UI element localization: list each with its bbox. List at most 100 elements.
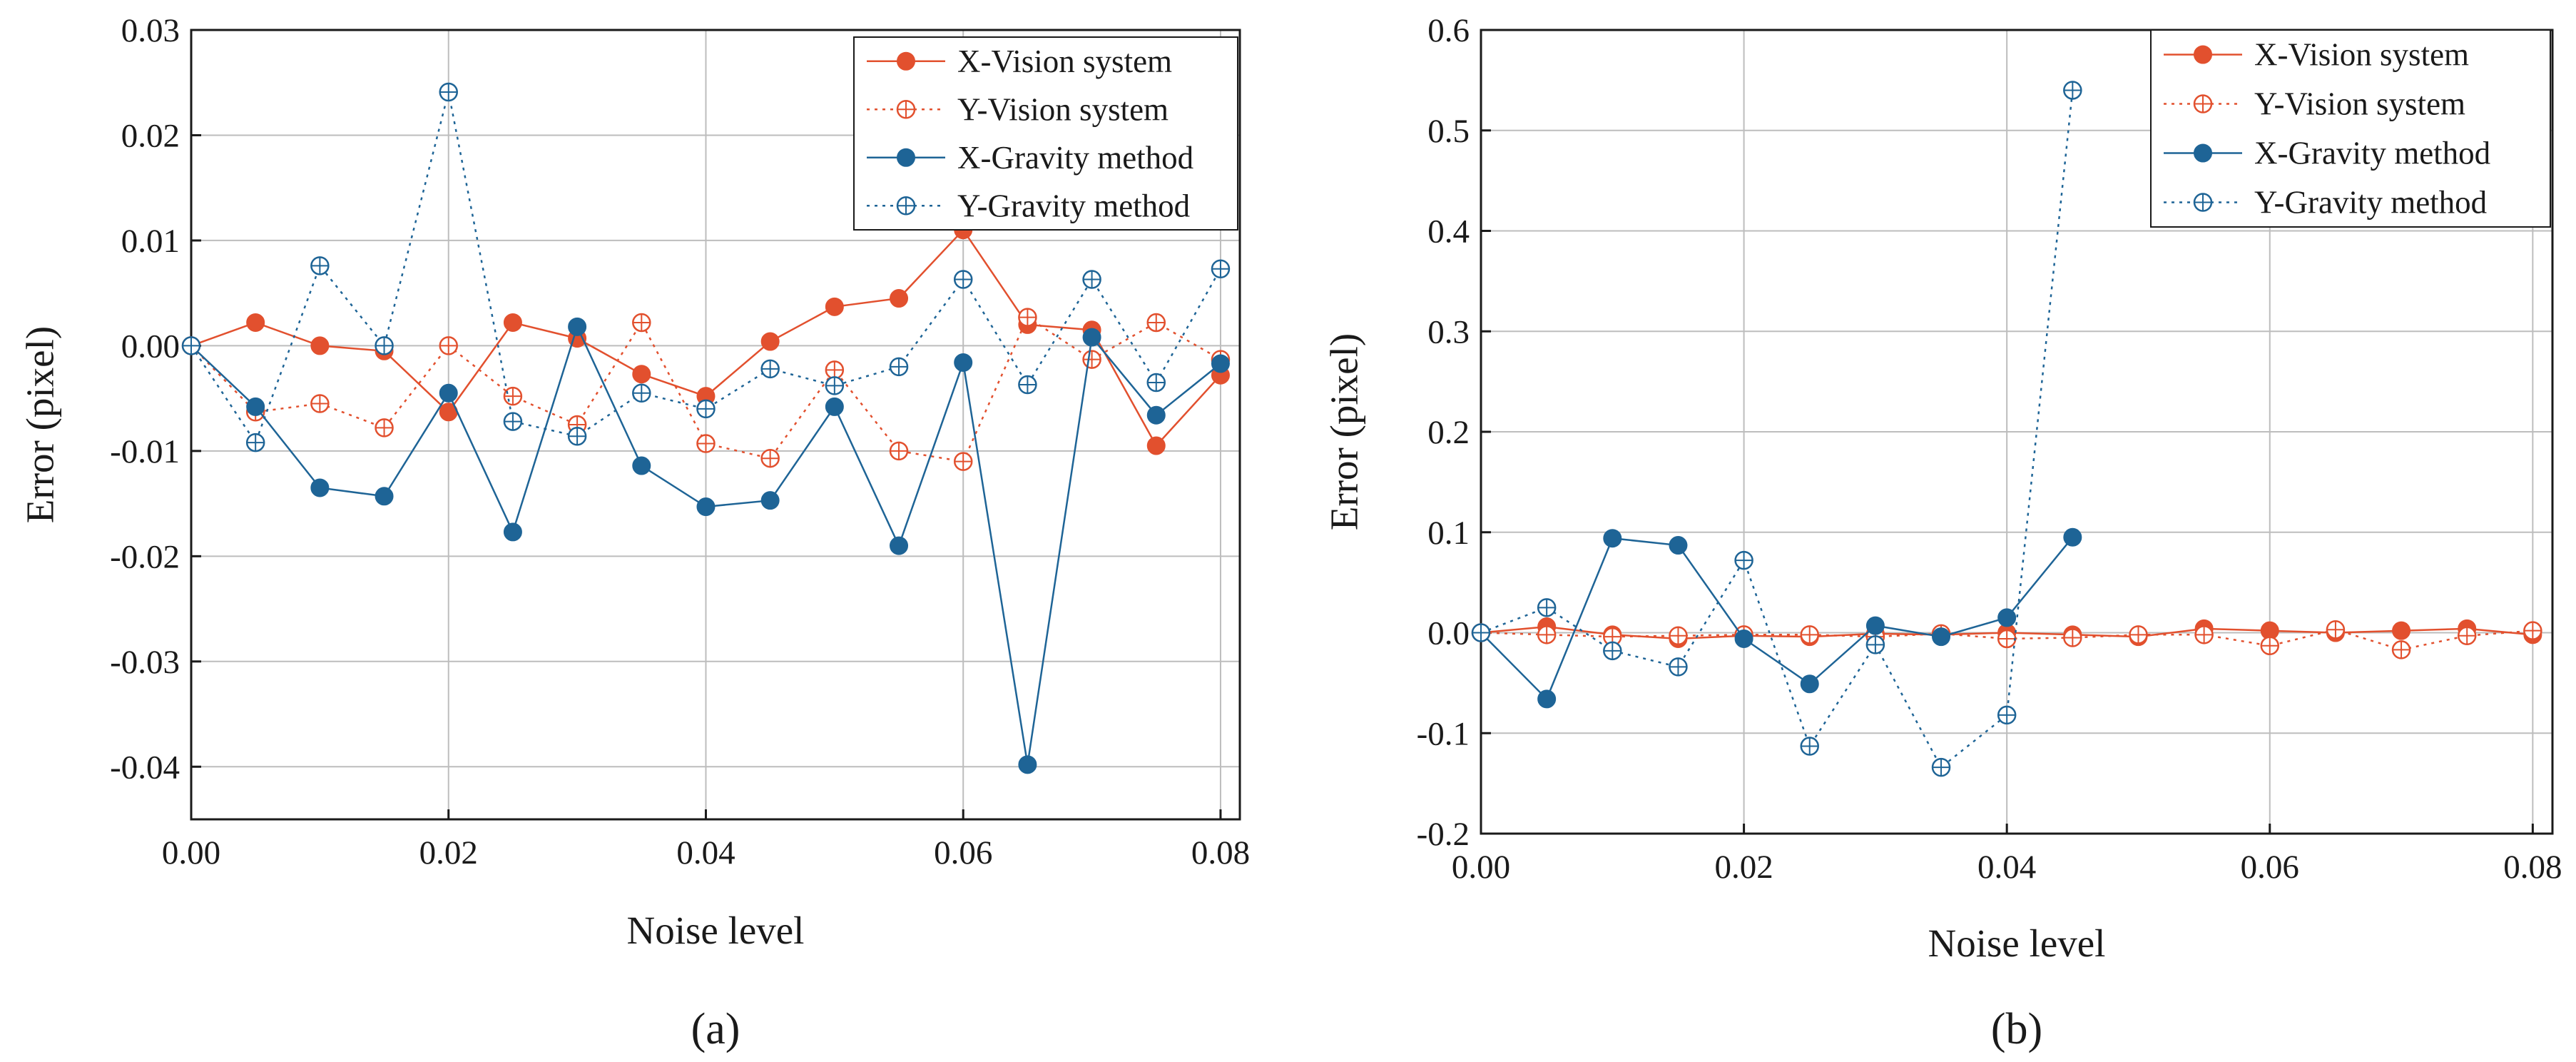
data-point-x-vision-system-a (503, 313, 522, 332)
data-point-y-gravity-method-b (1931, 757, 1951, 777)
data-point-y-gravity-method-a (245, 433, 265, 452)
data-point-x-gravity-method-a (1146, 405, 1166, 425)
y-tick-label-b: 0.1 (1427, 515, 1470, 552)
ticks-a: 0.00 0.02 0.04 0.06 0.08 -0.04 -0.03 -0.02 -0.01… (110, 12, 1250, 871)
series-line-y-gravity-method-a (190, 91, 1221, 445)
y-tick-label-a: -0.03 (110, 644, 180, 681)
y-axis-title-b: Error (pixel) (1323, 333, 1366, 530)
data-point-x-gravity-method-b (1997, 608, 2017, 627)
data-point-x-vision-system-a (632, 365, 651, 384)
data-point-y-vision-system-b (1800, 625, 1819, 644)
panel-label-b: (b) (1991, 1005, 2042, 1053)
x-axis-title-b: Noise level (1928, 921, 2106, 965)
y-tick-label-a: -0.04 (110, 749, 180, 786)
data-point-y-gravity-method-a (1082, 270, 1101, 289)
plot-area-frame-a (190, 29, 1241, 821)
data-point-y-gravity-method-a (889, 357, 909, 377)
data-point-y-gravity-method-a (181, 336, 201, 355)
data-point-x-gravity-method-b (1537, 689, 1557, 709)
data-point-y-gravity-method-a (1211, 259, 1231, 278)
data-point-y-vision-system-b (2063, 628, 2082, 647)
data-point-y-vision-system-b (1537, 625, 1557, 644)
x-tick-label-a: 0.06 (934, 834, 992, 871)
x-tick-label-a: 0.04 (676, 834, 735, 871)
data-point-y-vision-system-a (760, 448, 780, 468)
panel-label-a: (a) (691, 1005, 740, 1053)
data-point-y-vision-system-b (2260, 636, 2280, 656)
data-point-x-gravity-method-b (2063, 527, 2082, 547)
y-tick-label-b: 0.0 (1427, 615, 1470, 652)
y-tick-label-b: 0.4 (1427, 213, 1470, 251)
legend-label-b: Y-Vision system (2254, 86, 2465, 122)
data-point-y-gravity-method-b (1800, 737, 1819, 756)
x-tick-label-b: 0.02 (1714, 849, 1773, 886)
data-point-y-gravity-method-a (760, 359, 780, 379)
x-axis-title-a: Noise level (627, 909, 805, 952)
data-point-x-vision-system-b (2392, 621, 2411, 640)
data-point-y-gravity-method-a (439, 82, 458, 102)
data-point-x-vision-system-a (760, 332, 780, 351)
data-point-x-gravity-method-b (1932, 627, 1951, 647)
data-point-x-gravity-method-a (954, 353, 973, 372)
data-point-y-vision-system-b (2523, 621, 2542, 640)
data-point-y-vision-system-a (439, 336, 458, 355)
data-point-y-vision-system-a (375, 418, 394, 438)
series-line-y-gravity-method-b (1480, 90, 2074, 769)
legend-box-a (853, 36, 1238, 231)
data-point-x-gravity-method-a (439, 383, 458, 403)
series-line-x-gravity-method-b (1480, 537, 2074, 701)
y-tick-label-b: -0.2 (1417, 816, 1470, 853)
data-point-y-vision-system-b (1997, 629, 2017, 649)
y-tick-label-a: 0.00 (121, 328, 180, 365)
legend-label-b: X-Gravity method (2254, 136, 2490, 171)
data-point-y-gravity-method-a (953, 270, 973, 289)
data-point-y-vision-system-a (953, 452, 973, 471)
y-tick-label-a: 0.02 (121, 117, 180, 154)
data-point-x-gravity-method-b (1669, 536, 1688, 555)
series-b (1471, 81, 2542, 777)
data-point-y-vision-system-a (1146, 313, 1166, 333)
data-point-x-gravity-method-a (696, 497, 716, 517)
data-point-x-gravity-method-a (825, 397, 844, 416)
data-point-x-gravity-method-a (310, 478, 330, 497)
data-point-x-gravity-method-a (246, 397, 265, 416)
data-point-y-gravity-method-b (1669, 657, 1688, 677)
data-point-x-vision-system-a (1146, 436, 1166, 455)
data-point-y-vision-system-b (2391, 640, 2411, 659)
ticks-b: 0.00 0.02 0.04 0.06 0.08 -0.2 -0.1 0.0 0.1 0.2 0.3… (1417, 12, 2562, 886)
legend-label-a: Y-Gravity method (957, 188, 1190, 223)
data-point-y-vision-system-a (503, 386, 523, 406)
data-point-x-gravity-method-a (890, 536, 909, 555)
data-point-x-vision-system-a (246, 313, 265, 332)
legend-label-b: Y-Gravity method (2254, 185, 2487, 221)
series-a (181, 82, 1231, 774)
data-point-x-gravity-method-a (1211, 354, 1230, 373)
data-point-y-vision-system-a (1018, 308, 1037, 327)
data-point-y-gravity-method-a (375, 336, 394, 355)
data-point-y-vision-system-b (2457, 626, 2477, 645)
data-point-x-vision-system-a (825, 297, 844, 316)
y-axis-title-a: Error (pixel) (19, 326, 62, 523)
data-point-y-gravity-method-a (696, 399, 716, 419)
legend-swatch-marker-b (2193, 94, 2213, 113)
legend-label-a: X-Vision system (957, 44, 1172, 79)
y-tick-label-a: 0.03 (121, 12, 180, 49)
data-point-y-vision-system-a (889, 441, 909, 461)
data-point-x-vision-system-a (890, 289, 909, 308)
legend-a: X-Vision system Y-Vision system X-Gravity … (853, 36, 1238, 231)
x-tick-label-b: 0.04 (1977, 849, 2036, 886)
y-tick-label-a: -0.01 (110, 433, 180, 470)
data-point-x-gravity-method-a (760, 491, 780, 510)
legend-swatch-marker-b (2193, 193, 2213, 212)
data-point-y-gravity-method-b (1537, 598, 1557, 617)
data-point-y-vision-system-a (310, 394, 330, 413)
x-tick-label-a: 0.00 (162, 834, 220, 871)
legend-label-a: X-Gravity method (957, 140, 1193, 176)
chart-panel-a: 0.00 0.02 0.04 0.06 0.08 -0.04 -0.03 -0.02 -0.01… (19, 12, 1250, 1053)
data-point-y-gravity-method-a (503, 412, 523, 431)
x-tick-label-a: 0.02 (419, 834, 478, 871)
data-point-y-gravity-method-b (1471, 623, 1491, 642)
data-point-y-vision-system-b (1669, 626, 1688, 645)
legend-label-b: X-Vision system (2254, 37, 2469, 73)
